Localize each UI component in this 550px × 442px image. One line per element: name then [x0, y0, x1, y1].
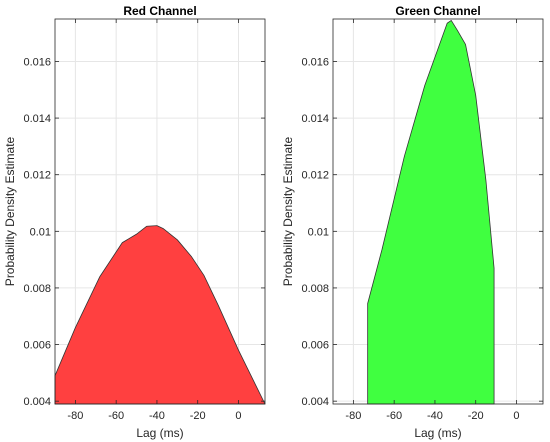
red-channel-y-tick-label: 0.014	[23, 113, 51, 125]
red-channel-ylabel: Probability Density Estimate	[3, 136, 17, 286]
green-channel-y-tick-label: 0.014	[301, 113, 329, 125]
red-channel-x-tick-label: -40	[149, 410, 165, 422]
green-channel-ylabel: Probability Density Estimate	[281, 136, 295, 286]
red-channel-x-tick-label: 0	[235, 410, 241, 422]
green-channel-y-tick-label: 0.016	[301, 56, 329, 68]
red-channel-title: Red Channel	[123, 4, 196, 18]
green-channel-y-tick-label: 0.01	[308, 226, 329, 238]
red-channel-y-tick-label: 0.01	[30, 226, 51, 238]
green-channel-y-tick-label: 0.006	[301, 340, 329, 352]
red-channel-xlabel: Lag (ms)	[136, 426, 183, 440]
red-channel-y-tick-label: 0.008	[23, 283, 51, 295]
green-channel-xlabel: Lag (ms)	[414, 426, 461, 440]
red-channel-y-tick-label: 0.012	[23, 170, 51, 182]
green-channel-x-tick-label: -20	[468, 410, 484, 422]
green-channel-x-tick-label: 0	[513, 410, 519, 422]
green-channel-chart: -80 -60 -40 -20 0 0.004 0.006 0.008 0.01 0.012 0.0…	[281, 4, 544, 440]
green-channel-y-tick-label: 0.008	[301, 283, 329, 295]
green-channel-axes-box	[332, 18, 544, 405]
green-channel-y-tick-label: 0.004	[301, 396, 329, 408]
red-channel-density-area	[54, 225, 266, 405]
red-channel-y-tick-label: 0.004	[23, 396, 51, 408]
green-channel-x-tick-label: -80	[345, 410, 361, 422]
green-channel-y-tick-label: 0.012	[301, 170, 329, 182]
green-channel-title: Green Channel	[395, 4, 480, 18]
red-channel-y-tick-label: 0.016	[23, 56, 51, 68]
red-channel-x-tick-label: -80	[67, 410, 83, 422]
red-channel-chart: -80 -60 -40 -20 0 0.004 0.006 0.008 0.01 0.012 0.0…	[3, 4, 266, 440]
red-channel-axes-box	[54, 18, 266, 405]
green-channel-x-tick-label: -60	[386, 410, 402, 422]
red-channel-y-tick-label: 0.006	[23, 340, 51, 352]
red-channel-x-tick-label: -60	[108, 410, 124, 422]
red-channel-x-tick-label: -20	[190, 410, 206, 422]
green-channel-density-area	[367, 20, 495, 405]
green-channel-x-tick-label: -40	[427, 410, 443, 422]
